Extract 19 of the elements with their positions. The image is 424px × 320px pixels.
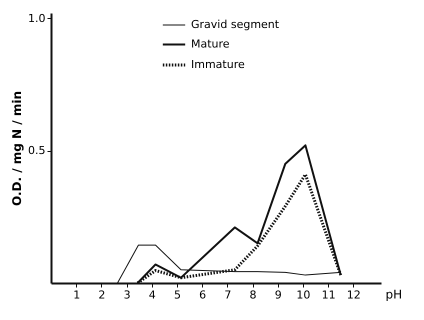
x-tick-label: 7: [224, 288, 232, 302]
x-tick-label: 2: [98, 288, 106, 302]
x-tick-label: 9: [274, 288, 282, 302]
x-tick-label: 5: [174, 288, 181, 302]
legend-label: Immature: [191, 58, 245, 71]
legend-label: Mature: [191, 38, 230, 50]
y-tick-label: 1.0: [28, 12, 46, 25]
x-tick-label: 10: [296, 288, 310, 302]
x-tick-label: 3: [124, 288, 131, 302]
x-tick-label: 1: [73, 288, 80, 302]
legend-label: Gravid segment: [191, 18, 280, 31]
x-tick-label: 8: [250, 288, 257, 302]
y-axis-title: O.D. / mg N / min: [10, 91, 24, 206]
x-tick-label: 11: [322, 288, 336, 302]
y-tick-label: 0.5: [28, 144, 46, 158]
x-tick-label: 4: [148, 288, 156, 302]
x-tick-label: 6: [199, 288, 206, 302]
x-tick-label: 12: [346, 288, 361, 302]
x-axis-title: pH: [386, 288, 402, 302]
